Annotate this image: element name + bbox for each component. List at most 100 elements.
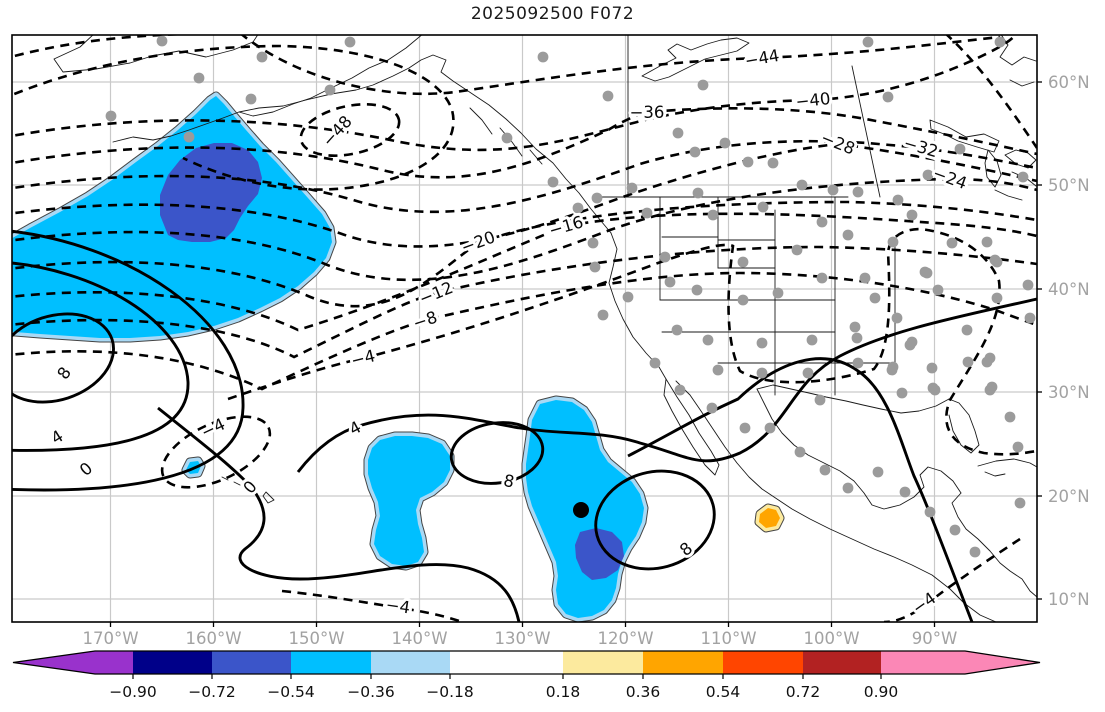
station-dot	[906, 336, 918, 348]
contour-label: −20	[458, 227, 497, 257]
station-dot	[739, 422, 751, 434]
coastline	[1009, 79, 1035, 87]
coastline	[994, 189, 1023, 201]
station-dot	[591, 192, 603, 204]
dashed-contour--32	[12, 139, 1037, 214]
solid-contour-0	[157, 406, 521, 622]
station-dot	[1022, 279, 1034, 291]
colorbar: −0.90 −0.72 −0.54 −0.36 −0.18 0.18 0.36 0.54 0.7…	[12, 650, 1041, 701]
colorbar-segment	[881, 651, 1040, 674]
contour-label: −44	[743, 46, 781, 71]
station-dot	[962, 356, 974, 368]
colorbar-segment	[723, 651, 803, 674]
station-dot	[896, 387, 908, 399]
coastline	[1004, 149, 1037, 169]
colorbar-segment	[371, 651, 450, 674]
chart-title: 2025092500 F072	[470, 4, 635, 24]
dashed-contour--28	[12, 142, 1037, 248]
station-dot	[689, 146, 701, 158]
contour-label: −40	[795, 89, 832, 112]
contour-layer	[12, 35, 1037, 622]
contour-label: −8	[411, 307, 440, 333]
station-dot-layer	[105, 35, 1036, 558]
solid-contour-8	[449, 421, 545, 485]
station-dot	[872, 466, 884, 478]
station-dot	[922, 169, 934, 181]
storm-marker	[573, 502, 589, 518]
x-tick-label: 150°W	[288, 629, 344, 648]
station-dot	[183, 131, 195, 143]
dashed-contour--4	[281, 589, 463, 622]
station-dot	[692, 187, 704, 199]
station-dot	[969, 546, 981, 558]
colorbar-segment	[450, 651, 563, 674]
station-dot	[891, 312, 903, 324]
contour-label: −16	[547, 212, 586, 240]
station-dot	[932, 284, 944, 296]
mexico-orange-spot	[759, 508, 780, 528]
station-dot	[984, 352, 996, 364]
dashed-contour--4	[227, 227, 1037, 456]
coastline	[999, 35, 1037, 66]
contour-label: −36	[630, 103, 665, 122]
solid-contour-4	[12, 261, 190, 452]
colorbar-segment	[13, 651, 133, 674]
solid-contour-8	[594, 469, 716, 571]
y-tick-label: 40°N	[1048, 280, 1090, 299]
coastline	[112, 35, 423, 143]
station-dot	[981, 236, 993, 248]
colorbar-tick-label: 0.72	[786, 683, 821, 701]
coastline	[608, 232, 667, 380]
station-dot	[961, 324, 973, 336]
station-dot	[906, 209, 918, 221]
dashed-contour--4	[160, 415, 272, 489]
station-dot	[547, 176, 559, 188]
coastline	[53, 35, 259, 73]
station-dot	[649, 357, 661, 369]
y-tick-label: 60°N	[1048, 73, 1090, 92]
coastline	[262, 491, 275, 504]
y-tick-label: 30°N	[1048, 383, 1090, 402]
station-dot	[641, 207, 653, 219]
station-dot	[851, 332, 863, 344]
dashed-contour--48	[299, 103, 401, 157]
station-dot	[691, 284, 703, 296]
station-dot	[537, 51, 549, 63]
station-dot	[256, 51, 268, 63]
station-dot	[1024, 312, 1036, 324]
x-tick-label: 130°W	[494, 629, 550, 648]
station-dot	[602, 90, 614, 102]
coastline	[948, 398, 980, 454]
colorbar-tick-label: 0.36	[626, 683, 661, 701]
contour-label: −12	[416, 278, 455, 309]
solid-contour-0	[627, 357, 974, 622]
station-dot	[946, 237, 958, 249]
station-dot	[587, 237, 599, 249]
nw-pacific-darkblue	[160, 143, 262, 242]
station-dot	[842, 229, 854, 241]
colorbar-segment	[563, 651, 643, 674]
station-dot	[989, 254, 1001, 266]
contour-label: −4	[349, 346, 377, 370]
station-dot	[816, 216, 828, 228]
dashed-contour--12	[12, 245, 1037, 359]
contour-label: 4	[48, 426, 67, 448]
station-dot	[501, 132, 513, 144]
station-dot	[949, 524, 961, 536]
station-dot	[757, 201, 769, 213]
station-dot	[324, 84, 336, 96]
station-dot	[706, 402, 718, 414]
station-dot	[719, 137, 731, 149]
station-dot	[1004, 411, 1016, 423]
station-dot	[626, 182, 638, 194]
solid-contour-8	[12, 312, 115, 404]
station-dot	[193, 72, 205, 84]
contour-label: 0	[76, 459, 96, 480]
colorbar-tick-label: −0.54	[267, 683, 315, 701]
station-dot	[737, 294, 749, 306]
station-dot	[764, 422, 776, 434]
coastline	[951, 492, 1037, 598]
station-dot	[986, 381, 998, 393]
station-dot	[742, 156, 754, 168]
